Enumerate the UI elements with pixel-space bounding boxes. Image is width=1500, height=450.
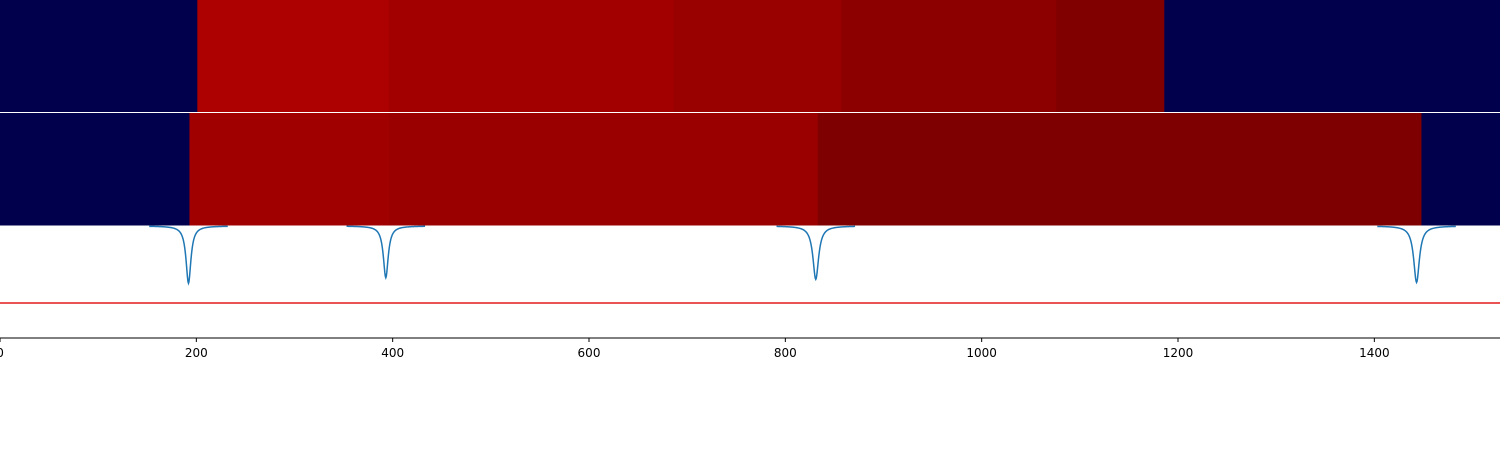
x-tick-label: 0: [0, 346, 4, 360]
x-tick-label: 1200: [1163, 346, 1194, 360]
x-tick-label: 600: [578, 346, 601, 360]
heatmap-row-1-segment-5: [841, 0, 1057, 113]
signal-dip-4: [1377, 225, 1456, 285]
x-tick-label: 400: [381, 346, 404, 360]
heatmap-row-2-segment-5: [1421, 113, 1500, 226]
signal-dip-1: [149, 225, 228, 286]
heatmap-row-1-segment-6: [1056, 0, 1165, 113]
heatmap-row-1-segment-7: [1164, 0, 1500, 113]
heatmap-row-2-segment-1: [0, 113, 190, 226]
heatmap-row-1-segment-4: [673, 0, 842, 113]
heatmap-row-2: [0, 113, 1500, 226]
heatmap-row-1-segment-3: [388, 0, 674, 113]
x-axis: 0 200 400 600 800 1000 1200 1400: [0, 337, 1500, 360]
heatmap-row-2-segment-3: [388, 113, 819, 226]
heatmap-row-1-segment-2: [197, 0, 390, 113]
x-tick-label: 1400: [1359, 346, 1390, 360]
heatmap-row-1-segment-1: [0, 0, 198, 113]
signal-dip-2: [346, 225, 426, 280]
signal-dip-3: [776, 225, 856, 282]
signal-panel: [0, 225, 1500, 304]
x-tick-label: 800: [774, 346, 797, 360]
heatmap-row-2-segment-4: [817, 113, 1422, 226]
x-tick-label: 200: [185, 346, 208, 360]
x-tick-label: 1000: [966, 346, 997, 360]
heatmap-row-2-segment-2: [189, 113, 390, 226]
heatmap-row-1: [0, 0, 1500, 113]
